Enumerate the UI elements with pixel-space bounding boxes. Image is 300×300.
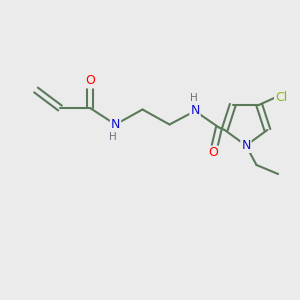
Text: O: O: [208, 146, 218, 160]
Text: H: H: [109, 132, 117, 142]
Text: Cl: Cl: [275, 91, 287, 104]
Text: N: N: [241, 139, 251, 152]
Text: N: N: [111, 118, 120, 131]
Text: N: N: [190, 104, 200, 118]
Text: O: O: [85, 74, 95, 88]
Text: H: H: [190, 93, 197, 103]
